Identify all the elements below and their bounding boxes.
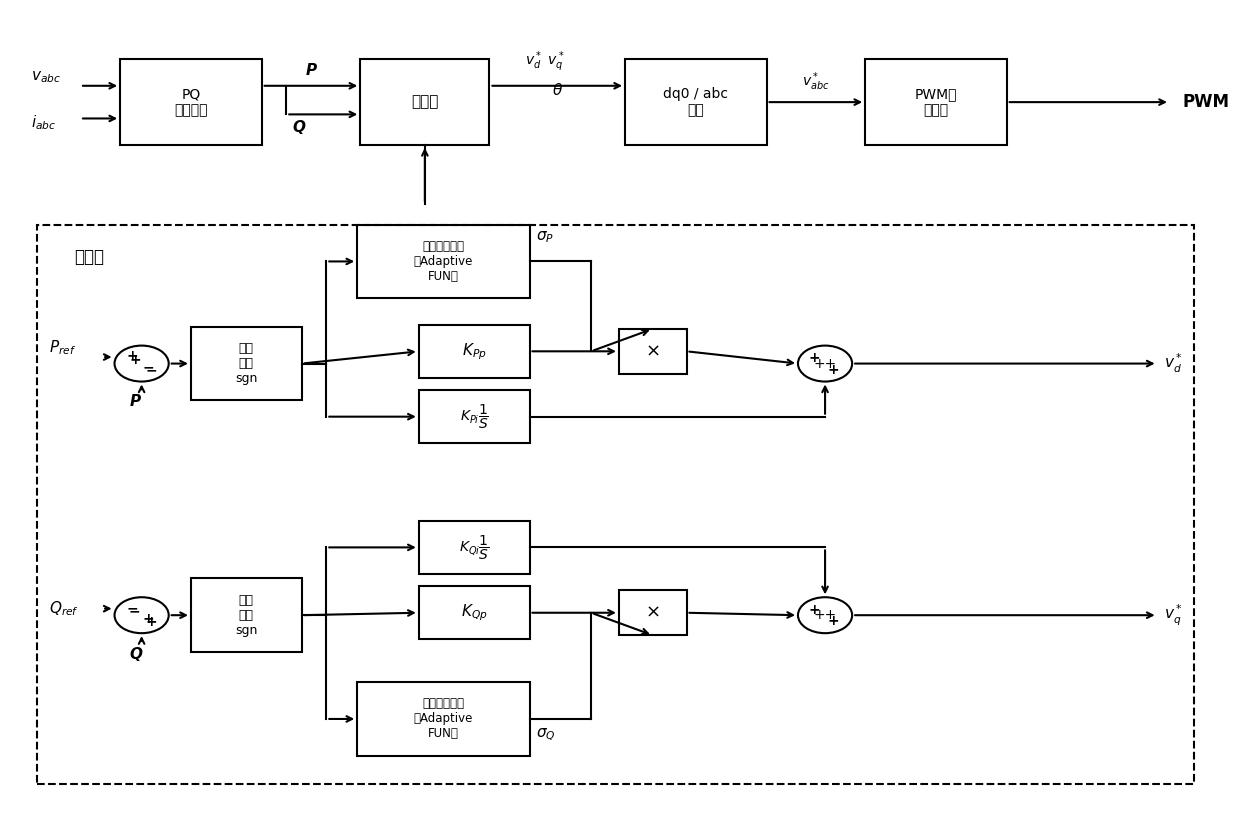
Text: 比例调节函数
（Adaptive
FUN）: 比例调节函数 （Adaptive FUN）: [414, 240, 472, 283]
Text: $K_{Pi}\dfrac{1}{S}$: $K_{Pi}\dfrac{1}{S}$: [460, 403, 489, 431]
Text: $v_d^*\ v_q^*$: $v_d^*\ v_q^*$: [525, 49, 564, 74]
Text: −: −: [126, 601, 138, 615]
Text: $\sigma_P$: $\sigma_P$: [536, 230, 554, 245]
Bar: [419, 521, 529, 574]
Text: +: +: [143, 612, 154, 626]
Text: −: −: [143, 360, 154, 374]
Text: +: +: [129, 353, 140, 367]
Text: $i_{abc}$: $i_{abc}$: [31, 114, 56, 132]
Text: 符号
函数
sgn: 符号 函数 sgn: [236, 342, 258, 385]
Text: ×: ×: [645, 604, 660, 622]
Text: Q: Q: [129, 647, 141, 662]
Bar: [419, 587, 529, 639]
Text: ++: ++: [813, 356, 837, 371]
Text: $K_{Qp}$: $K_{Qp}$: [461, 602, 487, 623]
Bar: [419, 324, 529, 377]
Text: ++: ++: [813, 608, 837, 623]
Text: $K_{Pp}$: $K_{Pp}$: [461, 341, 486, 362]
Text: PWM: PWM: [1182, 93, 1229, 111]
Text: +: +: [145, 615, 157, 629]
Text: $\theta$: $\theta$: [552, 82, 563, 98]
Text: −: −: [129, 605, 140, 618]
Text: $v_{abc}^*$: $v_{abc}^*$: [802, 70, 830, 93]
Text: +: +: [808, 351, 820, 365]
Bar: [419, 391, 529, 443]
Text: 控制器: 控制器: [412, 95, 439, 109]
Bar: [191, 578, 301, 652]
Bar: [357, 225, 529, 298]
Text: +: +: [808, 603, 820, 617]
Text: $v_{abc}$: $v_{abc}$: [31, 69, 61, 86]
Bar: [37, 225, 1194, 784]
Text: $Q_{ref}$: $Q_{ref}$: [50, 600, 79, 618]
Text: $\sigma_Q$: $\sigma_Q$: [536, 727, 556, 743]
Bar: [625, 60, 766, 145]
Bar: [619, 590, 687, 636]
Text: +: +: [827, 614, 839, 628]
Bar: [360, 60, 490, 145]
Text: Q: Q: [293, 120, 305, 135]
Text: P: P: [130, 394, 141, 408]
Text: 符号
函数
sgn: 符号 函数 sgn: [236, 594, 258, 636]
Text: PQ
功率计算: PQ 功率计算: [174, 87, 207, 117]
Bar: [191, 327, 301, 400]
Text: $K_{Qi}\dfrac{1}{S}$: $K_{Qi}\dfrac{1}{S}$: [459, 534, 490, 561]
Text: +: +: [126, 350, 138, 364]
Text: +: +: [827, 363, 839, 377]
Text: dq0 / abc
变换: dq0 / abc 变换: [663, 87, 728, 117]
Bar: [866, 60, 1007, 145]
Bar: [120, 60, 262, 145]
Bar: [357, 682, 529, 756]
Text: P: P: [305, 63, 316, 78]
Text: 控制器: 控制器: [74, 248, 104, 266]
Text: −: −: [145, 364, 157, 377]
Text: 比例调节函数
（Adaptive
FUN）: 比例调节函数 （Adaptive FUN）: [414, 698, 472, 740]
Text: PWM波
生成器: PWM波 生成器: [915, 87, 957, 117]
Text: $P_{ref}$: $P_{ref}$: [50, 338, 77, 356]
Bar: [619, 328, 687, 374]
Text: ×: ×: [645, 342, 660, 360]
Text: $v_q^*$: $v_q^*$: [1163, 603, 1183, 627]
Text: $v_d^*$: $v_d^*$: [1163, 352, 1183, 375]
